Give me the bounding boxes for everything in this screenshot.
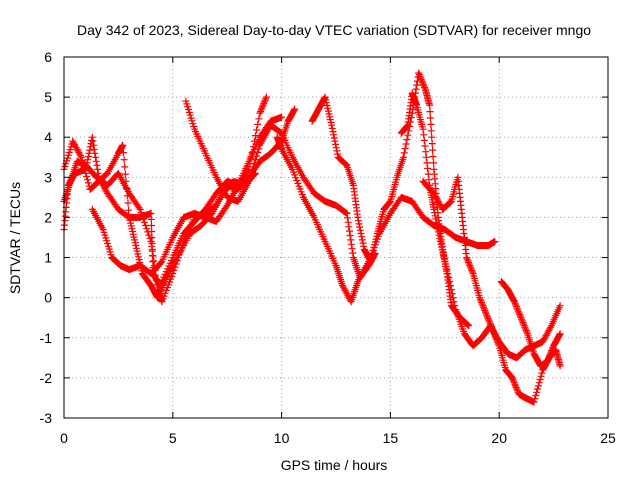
y-tick-label: -3 — [40, 410, 53, 426]
series-track-6 — [273, 133, 499, 306]
y-tick-label: 1 — [44, 250, 52, 266]
axis-ticks — [63, 56, 609, 419]
x-tick-label: 10 — [274, 430, 290, 446]
series-track-10 — [497, 278, 564, 370]
x-axis-label: GPS time / hours — [281, 457, 388, 473]
y-tick-label: 0 — [44, 290, 52, 306]
tick-labels: 0 5 10 15 20 25 -3 -2 -1 0 1 2 3 4 5 6 — [40, 49, 616, 446]
y-tick-label: 3 — [44, 169, 52, 185]
series-markers — [497, 278, 564, 370]
x-tick-label: 25 — [600, 430, 616, 446]
series-markers — [273, 133, 499, 306]
data-series — [60, 69, 564, 406]
x-tick-label: 20 — [491, 430, 507, 446]
series-track-8 — [397, 89, 564, 362]
y-tick-label: 4 — [44, 129, 52, 145]
y-tick-label: 2 — [44, 209, 52, 225]
y-tick-label: -2 — [40, 370, 53, 386]
y-tick-label: -1 — [40, 330, 53, 346]
y-tick-label: 5 — [44, 89, 52, 105]
x-tick-label: 0 — [60, 430, 68, 446]
grid — [64, 57, 608, 418]
x-tick-label: 15 — [383, 430, 399, 446]
plot-frame — [63, 56, 609, 419]
y-tick-label: 6 — [44, 49, 52, 65]
series-markers — [397, 89, 564, 362]
y-axis-label: SDTVAR / TECUs — [7, 182, 23, 294]
x-tick-label: 5 — [169, 430, 177, 446]
chart-title: Day 342 of 2023, Sidereal Day-to-day VTE… — [77, 22, 591, 38]
